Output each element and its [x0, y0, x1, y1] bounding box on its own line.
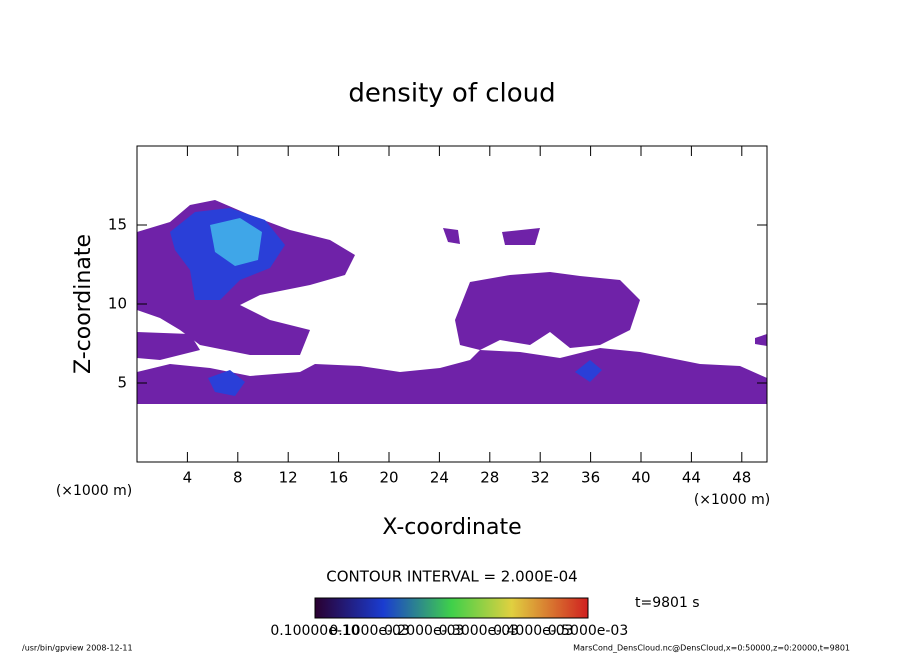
cloud-region: [502, 228, 540, 245]
footer-right: MarsCond_DensCloud.nc@DensCloud,x=0:5000…: [573, 644, 850, 653]
x-tick-label: 8: [233, 469, 243, 487]
cloud-region: [137, 332, 200, 360]
y-tick-label: 15: [108, 216, 127, 234]
colorbar-label: 0.3000e-03: [439, 623, 519, 639]
y-tick-label: 5: [117, 374, 127, 392]
y-unit-label: (×1000 m): [56, 483, 132, 499]
x-tick-label: 48: [732, 469, 751, 487]
colorbar-label: 0.5000e-03: [548, 623, 628, 639]
x-tick-label: 4: [183, 469, 193, 487]
x-axis-label: X-coordinate: [382, 515, 521, 540]
x-tick-label: 40: [631, 469, 650, 487]
x-tick-label: 44: [682, 469, 701, 487]
x-tick-label: 28: [480, 469, 499, 487]
colorbar: [314, 597, 589, 619]
colorbar-label: 0.1000e-03: [329, 623, 409, 639]
chart-title: density of cloud: [348, 79, 555, 109]
cloud-region: [755, 334, 767, 346]
x-tick-label: 32: [531, 469, 550, 487]
x-unit-label: (×1000 m): [694, 492, 770, 508]
contour-interval: CONTOUR INTERVAL = 2.000E-04: [326, 568, 577, 586]
cloud-region: [455, 272, 640, 350]
x-tick-label: 12: [279, 469, 298, 487]
y-axis-label: Z-coordinate: [71, 234, 96, 374]
contour-field: [137, 200, 767, 404]
colorbar-label: 0.2000e-03: [384, 623, 464, 639]
colorbar-label: 0.10000e-10: [270, 623, 359, 639]
cloud-core: [575, 360, 602, 382]
cloud-core: [208, 370, 245, 396]
x-tick-label: 24: [430, 469, 449, 487]
y-tick-label: 10: [108, 295, 127, 313]
colorbar-label: 0.4000e-03: [493, 623, 573, 639]
x-tick-label: 36: [581, 469, 600, 487]
cloud-region: [443, 228, 460, 244]
x-tick-label: 16: [329, 469, 348, 487]
x-tick-label: 20: [379, 469, 398, 487]
cloud-core: [210, 218, 262, 266]
time-label: t=9801 s: [635, 595, 700, 611]
footer-left: /usr/bin/gpview 2008-12-11: [22, 644, 133, 653]
cloud-region: [137, 348, 767, 404]
